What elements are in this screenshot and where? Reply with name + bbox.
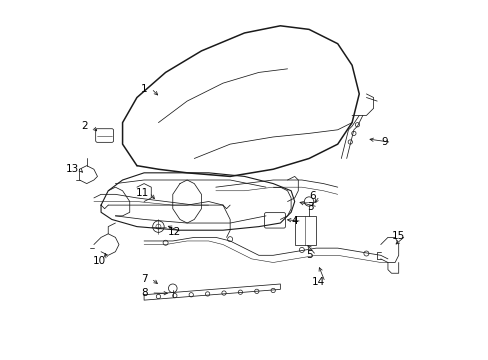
Text: 5: 5 (305, 250, 312, 260)
Bar (294, 216, 316, 244)
Text: 8: 8 (141, 288, 147, 298)
Text: 1: 1 (141, 84, 147, 94)
Text: 11: 11 (135, 188, 149, 198)
Text: 15: 15 (391, 231, 405, 240)
Text: 13: 13 (65, 164, 79, 174)
Text: 14: 14 (311, 277, 324, 287)
Text: 12: 12 (167, 227, 181, 237)
Text: 4: 4 (291, 216, 297, 226)
Text: 7: 7 (141, 274, 147, 284)
Text: 9: 9 (380, 138, 387, 147)
Text: 6: 6 (309, 191, 315, 201)
Text: 10: 10 (93, 256, 105, 266)
Text: 2: 2 (81, 121, 88, 131)
Text: 3: 3 (307, 202, 313, 212)
